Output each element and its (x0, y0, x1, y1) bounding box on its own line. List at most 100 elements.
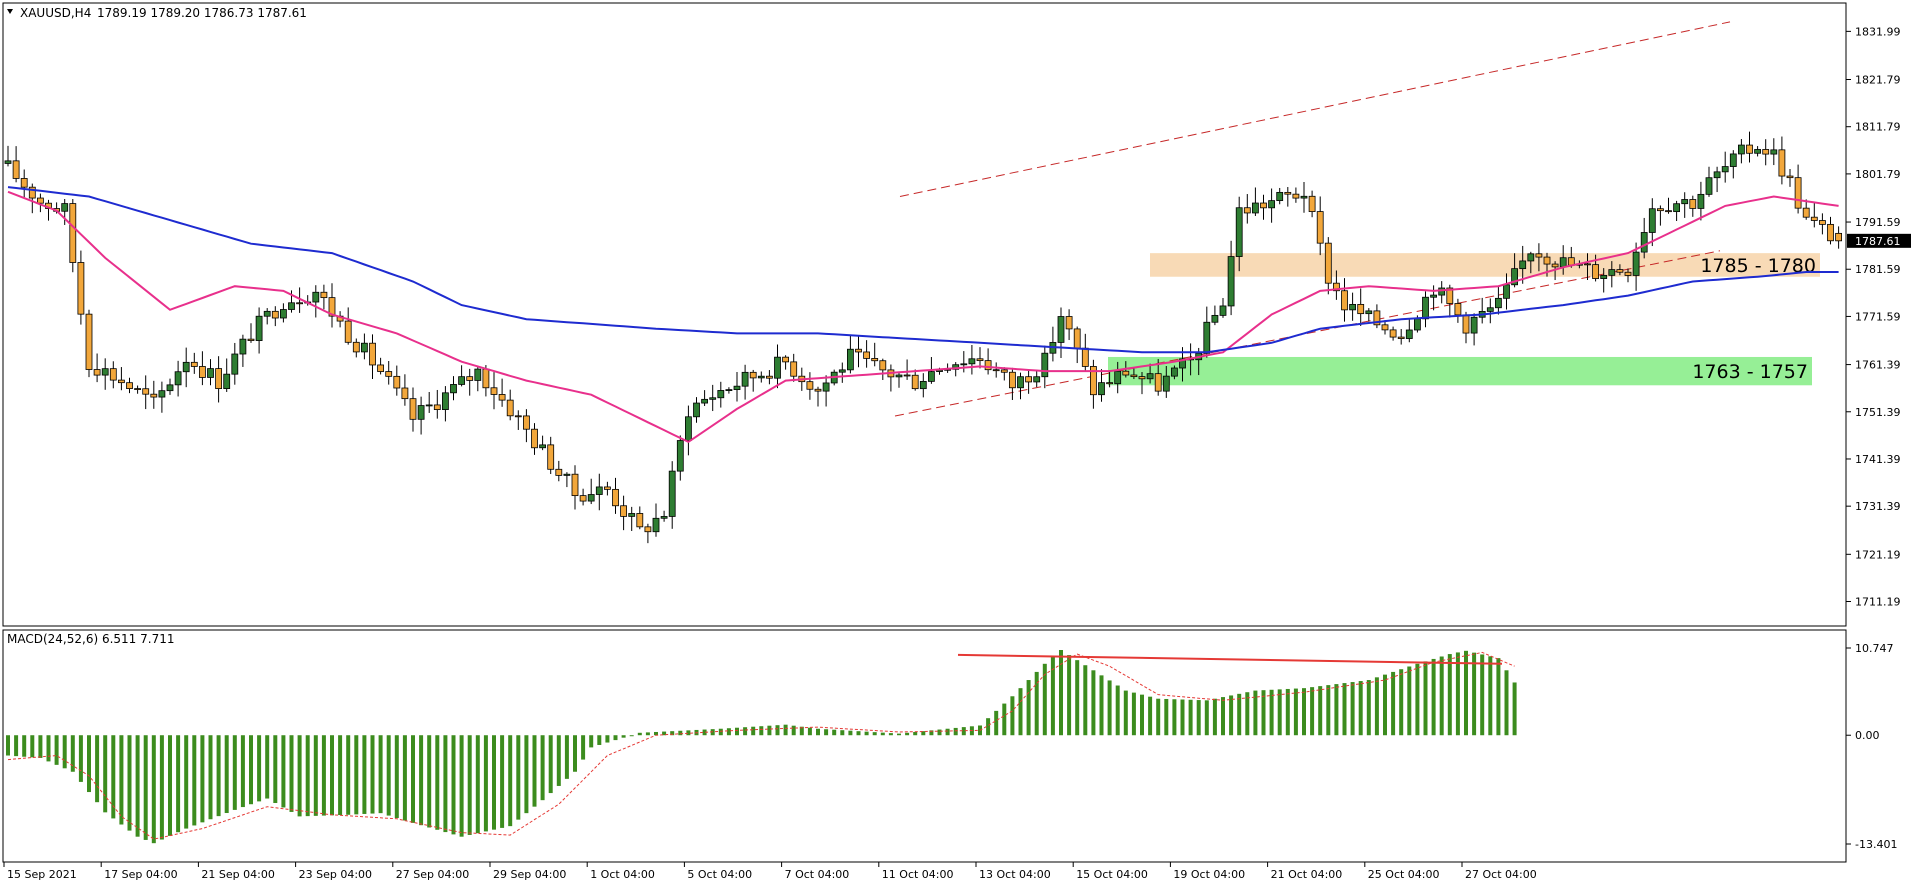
candle (1802, 199, 1810, 220)
price-panel-frame (2, 2, 1847, 627)
macd-histogram-bar (1099, 675, 1104, 736)
candle (142, 375, 150, 410)
macd-histogram-bar (1480, 654, 1485, 736)
candle-body (1154, 373, 1162, 392)
candle-body (344, 320, 352, 343)
candle (1835, 226, 1842, 249)
candle-body (360, 342, 368, 353)
macd-histogram-bar (767, 725, 772, 736)
candle (782, 355, 789, 370)
candle-body (1681, 199, 1689, 205)
candle (774, 344, 781, 389)
macd-histogram-bar (103, 735, 108, 813)
candle (352, 338, 360, 358)
candle (85, 309, 93, 378)
candle-body (749, 371, 757, 379)
candle-body (1511, 268, 1518, 286)
candle (1146, 363, 1154, 384)
candle-body (1802, 207, 1810, 218)
time-tick-label: 17 Sep 04:00 (104, 868, 177, 881)
candle-body (409, 398, 417, 420)
candle (1430, 285, 1437, 311)
candle (1324, 237, 1332, 295)
candle (182, 347, 190, 388)
macd-histogram-bar (1334, 684, 1339, 736)
candle (1689, 195, 1697, 217)
candle-body (1786, 175, 1794, 179)
candle-body (1324, 242, 1332, 284)
candle (1219, 298, 1227, 318)
macd-histogram-bar (888, 733, 893, 736)
candle (1365, 308, 1373, 322)
candle (1519, 245, 1527, 284)
candle (1786, 168, 1794, 187)
candle (174, 360, 182, 397)
candle (514, 410, 522, 430)
candle-body (1284, 191, 1292, 195)
candle-body (676, 440, 684, 472)
candle-body (757, 375, 765, 379)
candle-body (1584, 263, 1591, 266)
candle-body (1333, 282, 1340, 292)
candle-body (774, 356, 781, 379)
candle (911, 369, 919, 391)
macd-histogram-bar (419, 735, 424, 826)
macd-histogram-bar (38, 735, 43, 758)
candle (1697, 181, 1705, 221)
candle-body (903, 374, 911, 377)
candle (328, 283, 336, 328)
candle (1713, 166, 1721, 193)
candle (1438, 281, 1446, 304)
candle (1470, 313, 1478, 346)
macd-histogram-bar (1399, 669, 1404, 736)
candle-body (215, 368, 223, 389)
price-tick-label: 1801.79 (1855, 168, 1901, 181)
macd-histogram-bar (451, 735, 456, 835)
candle (595, 473, 603, 511)
macd-histogram-bar (678, 730, 683, 736)
macd-histogram-bar (1269, 689, 1274, 736)
candle-body (555, 468, 563, 476)
candle-body (1073, 328, 1081, 349)
candle (126, 377, 133, 394)
macd-histogram-bar (759, 726, 764, 736)
candle (20, 169, 28, 198)
current-price-box (1847, 233, 1911, 248)
candle-body (1081, 347, 1089, 367)
candle-body (352, 341, 360, 353)
macd-histogram-bar (775, 725, 780, 736)
support-resistance-zones: 1785 - 1780 1763 - 1757 (1108, 253, 1820, 386)
candle-body (838, 369, 846, 373)
candle (198, 351, 206, 386)
candle (1422, 291, 1429, 328)
macd-histogram-bar (1107, 680, 1112, 736)
candle-body (644, 526, 652, 533)
candle (433, 389, 441, 419)
divergence-line (957, 653, 1503, 665)
candle (385, 360, 393, 385)
candle-body (531, 428, 538, 449)
candle (4, 145, 12, 167)
candle (1819, 213, 1826, 235)
candle (28, 183, 36, 214)
candle (61, 199, 69, 225)
macd-histogram-bar (848, 730, 853, 736)
candle-body (1227, 256, 1235, 307)
candle (1454, 298, 1462, 323)
macd-tick-label: -13.401 (1855, 838, 1897, 851)
candle (223, 358, 231, 392)
candle (863, 340, 870, 368)
macd-histogram-bar (289, 735, 294, 812)
price-tick-label: 1831.99 (1855, 25, 1901, 38)
macd-histogram-bar (783, 724, 788, 736)
candle-body (126, 382, 133, 389)
candle (1057, 307, 1065, 359)
candle-body (612, 488, 619, 507)
candle (814, 386, 822, 407)
dropdown-icon[interactable] (7, 9, 13, 14)
candle-body (1738, 144, 1745, 155)
candle (1284, 187, 1292, 207)
macd-histogram-bar (686, 730, 691, 736)
macd-histogram-bar (937, 729, 942, 736)
candle-body (1203, 321, 1211, 354)
